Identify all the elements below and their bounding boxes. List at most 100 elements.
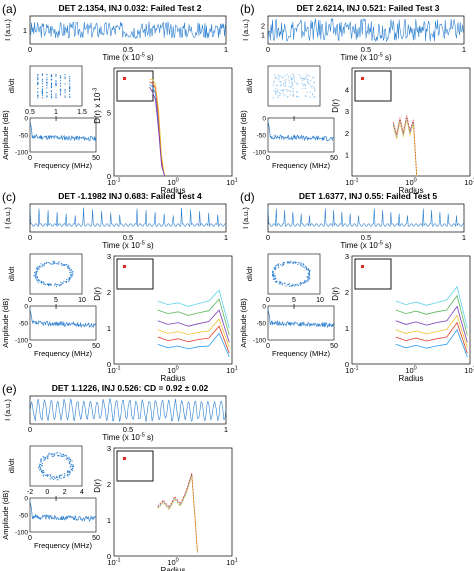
phase-point [309, 270, 311, 272]
phase-point [60, 284, 62, 286]
phase-point [72, 464, 74, 466]
spectrum-ytick-label: -100 [15, 338, 28, 345]
phase-xtick-label: 10 [316, 297, 324, 304]
phase-point [290, 77, 292, 79]
phase-point [57, 284, 59, 286]
phase-point [68, 265, 70, 267]
phase-point [65, 281, 67, 283]
phase-point [292, 284, 294, 286]
phase-point [61, 264, 63, 266]
phase-point [71, 469, 73, 471]
phase-xtick-label: 10 [78, 297, 86, 304]
phase-point [275, 277, 277, 279]
phase-point [293, 74, 295, 76]
correlation-axes [351, 67, 471, 177]
phase-point [57, 479, 59, 481]
phase-point [292, 94, 294, 96]
phase-point [313, 77, 315, 79]
time-xtick-label: 1 [462, 233, 466, 242]
phase-point [41, 472, 43, 474]
phase-point [281, 77, 283, 79]
phase-point [50, 90, 53, 92]
correlation-axes [113, 447, 233, 557]
phase-point [70, 276, 72, 278]
phase-point [53, 478, 55, 481]
phase-point [278, 264, 280, 266]
phase-point [64, 92, 66, 94]
phase-point [62, 264, 64, 266]
phase-point [272, 278, 274, 280]
correlation-axes [113, 67, 233, 177]
correlation-ytick-label: 1 [345, 324, 349, 333]
correlation-curve [395, 328, 468, 357]
phase-point [58, 476, 61, 478]
phase-point [50, 83, 53, 85]
time-xtick-label: 0 [266, 45, 270, 54]
phase-point [46, 83, 48, 85]
correlation-ytick-label: 3 [107, 444, 111, 453]
phase-point [50, 78, 53, 80]
phase-point [289, 90, 291, 92]
phase-point [69, 85, 71, 87]
phase-point [302, 266, 304, 268]
phase-point [305, 78, 307, 80]
phase-point [69, 90, 71, 92]
phase-xtick-label: 2 [63, 489, 67, 496]
phase-point [42, 475, 44, 477]
spectrum-xtick-label: 0 [28, 155, 32, 162]
phase-point [67, 266, 70, 268]
phase-point [300, 282, 302, 284]
spectrum-xlabel: Frequency (MHz) [272, 349, 330, 358]
phase-xlabel: I [293, 302, 295, 311]
phase-point [274, 74, 276, 76]
correlation-xlabel: Radius [399, 186, 424, 195]
phase-point [301, 265, 303, 267]
phase-point [37, 77, 39, 79]
phase-point [41, 73, 44, 75]
phase-point [42, 471, 44, 474]
correlation-ytick-label: 2 [345, 129, 349, 138]
correlation-ylabel: D(r) [331, 287, 340, 301]
phase-point [68, 473, 70, 476]
phase-point [292, 90, 294, 92]
phase-point [284, 74, 287, 76]
correlation-ytick-label: 2 [107, 288, 111, 297]
phase-point [278, 283, 280, 285]
phase-point [284, 83, 286, 85]
phase-point [292, 73, 294, 75]
phase-point [52, 453, 54, 456]
correlation-xlabel: Radius [161, 374, 186, 383]
phase-point [275, 267, 277, 269]
phase-point [43, 282, 45, 284]
phase-point [46, 79, 48, 81]
phase-point [308, 277, 310, 280]
phase-point [284, 95, 286, 97]
phase-point [307, 278, 309, 280]
phase-point [62, 282, 64, 284]
phase-point [41, 94, 44, 96]
phase-point [295, 262, 297, 264]
time-xtick-label: 1 [462, 45, 466, 54]
phase-point [283, 79, 285, 81]
phase-point [47, 455, 49, 457]
phase-point [72, 465, 74, 467]
phase-point [314, 88, 316, 90]
spectrum-trace [267, 309, 335, 328]
correlation-xtick-label: 100 [405, 366, 416, 376]
phase-point [304, 280, 306, 282]
correlation-xtick-label: 101 [464, 366, 474, 376]
correlation-xtick-label: 101 [226, 178, 237, 188]
phase-point [37, 279, 39, 281]
phase-point [292, 87, 294, 90]
spectrum-ytick-label: -100 [253, 150, 266, 157]
phase-point [66, 470, 69, 472]
phase-point [281, 284, 283, 286]
phase-point [36, 274, 38, 276]
phase-point [58, 263, 60, 265]
phase-point [53, 453, 55, 455]
phase-point [46, 85, 48, 87]
phase-point [40, 280, 43, 282]
phase-ylabel: dI/dt [245, 78, 254, 94]
spectrum-trace [29, 121, 97, 142]
phase-point [296, 82, 298, 84]
